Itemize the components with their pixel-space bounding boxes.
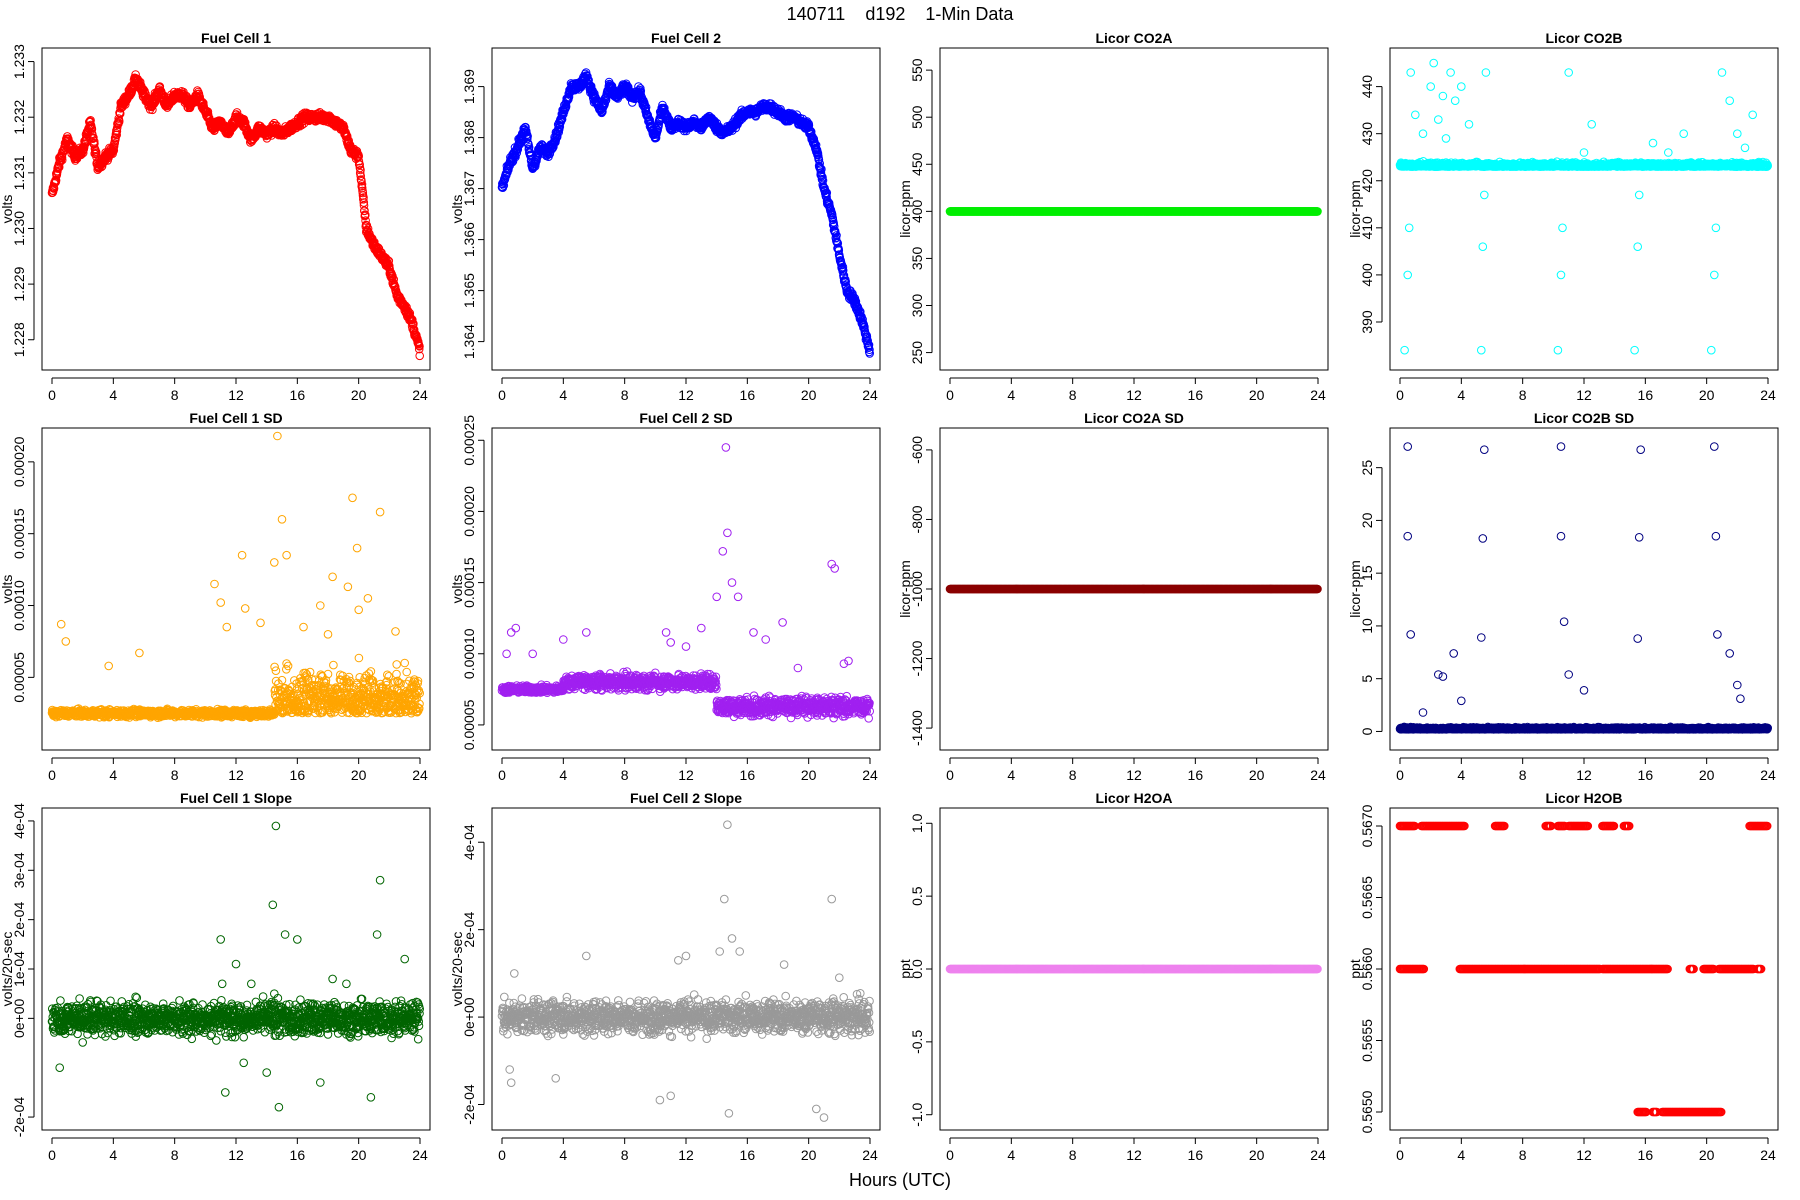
x-tick-label: 8 (621, 387, 629, 403)
plot-frame (41, 47, 431, 371)
data-series (497, 68, 875, 358)
x-tick-label: 12 (1126, 387, 1142, 403)
x-tick-label: 0 (498, 387, 506, 403)
y-tick-label: 1.233 (11, 44, 27, 79)
data-point (361, 216, 370, 225)
y-tick-label: 390 (1359, 310, 1375, 334)
x-tick-label: 12 (1576, 387, 1592, 403)
x-tick-label: 12 (228, 387, 244, 403)
x-tick-label: 8 (1069, 387, 1077, 403)
x-tick-label: 4 (109, 387, 117, 403)
data-point (339, 123, 349, 132)
y-tick-label: 1.364 (461, 324, 477, 359)
y-tick-label: 450 (909, 152, 925, 176)
data-point (81, 139, 90, 148)
y-tick-label: 1.369 (461, 69, 477, 104)
data-point (359, 201, 369, 210)
data-point (89, 133, 98, 142)
data-point (358, 188, 368, 198)
data-point (54, 162, 64, 172)
data-point (355, 168, 365, 178)
y-axis-label: licor-ppm (897, 180, 913, 238)
panel-0: Fuel Cell 1 0 4 8 12 16 20 24 1.228 1.229 1.230 1.2… (0, 30, 431, 403)
x-tick-label: 16 (1638, 387, 1654, 403)
data-point (357, 180, 367, 189)
data-point (360, 206, 369, 215)
y-tick-label: 400 (1359, 263, 1375, 287)
data-point (354, 156, 364, 166)
y-tick-label: 1.228 (11, 322, 27, 357)
data-point (109, 146, 119, 155)
x-tick-label: 4 (1457, 387, 1465, 403)
x-tick-label: 8 (171, 387, 179, 403)
y-tick-label: 1.368 (461, 120, 477, 155)
panel-title: Fuel Cell 1 (201, 30, 271, 46)
y-tick-label: 1.229 (11, 266, 27, 301)
y-axis-label: licor-ppm (1347, 180, 1363, 238)
x-tick-label: 16 (1188, 387, 1204, 403)
data-point (78, 148, 88, 158)
data-point (57, 155, 67, 165)
figure-title: 140711 d192 1-Min Data (786, 4, 1014, 24)
x-tick-label: 16 (290, 387, 306, 403)
data-point (357, 177, 366, 186)
data-point (51, 176, 61, 185)
data-series (1395, 58, 1772, 355)
y-tick-label: 1.230 (11, 211, 27, 246)
y-tick-label: 1.231 (11, 155, 27, 190)
x-tick-label: 0 (1396, 387, 1404, 403)
y-tick-label: 500 (909, 105, 925, 129)
data-point (297, 120, 307, 130)
x-tick-label: 20 (1249, 387, 1265, 403)
y-axis-label: volts (0, 195, 15, 224)
y-tick-label: 300 (909, 294, 925, 318)
y-tick-label: 430 (1359, 122, 1375, 146)
data-point (91, 148, 101, 158)
data-point (356, 165, 365, 175)
x-tick-label: 20 (801, 387, 817, 403)
data-point (355, 160, 365, 170)
y-tick-label: 1.366 (461, 222, 477, 257)
y-tick-label: 350 (909, 247, 925, 271)
x-tick-label: 16 (740, 387, 756, 403)
x-tick-label: 12 (678, 387, 694, 403)
panel-title: Licor CO2A (1095, 30, 1172, 46)
x-tick-label: 4 (559, 387, 567, 403)
plot-frame (1389, 47, 1779, 371)
y-tick-label: 250 (909, 341, 925, 365)
x-tick-label: 24 (1760, 387, 1776, 403)
x-tick-label: 4 (1007, 387, 1015, 403)
data-point (361, 210, 370, 220)
x-tick-label: 24 (862, 387, 878, 403)
data-point (68, 141, 77, 150)
y-tick-label: 440 (1359, 75, 1375, 99)
y-tick-label: 1.232 (11, 99, 27, 134)
y-axis-label: volts (449, 195, 465, 224)
x-tick-label: 8 (1519, 387, 1527, 403)
x-tick-label: 20 (351, 387, 367, 403)
data-series (47, 70, 425, 361)
x-tick-label: 24 (412, 387, 428, 403)
plot-frame (491, 47, 881, 371)
x-tick-label: 20 (1699, 387, 1715, 403)
y-tick-label: 1.365 (461, 273, 477, 308)
data-point (344, 136, 354, 145)
x-tick-label: 0 (946, 387, 954, 403)
panel-1: Fuel Cell 2 0 4 8 12 16 20 24 1.364 1.365 1.366 1.3… (449, 30, 881, 403)
panel-title: Fuel Cell 2 (651, 30, 721, 46)
data-series (945, 207, 1322, 216)
panel-title: Licor CO2B (1545, 30, 1622, 46)
data-point (87, 124, 97, 134)
x-tick-label: 24 (1310, 387, 1326, 403)
data-point (356, 171, 366, 181)
data-point (240, 118, 250, 127)
y-tick-label: 550 (909, 58, 925, 82)
x-tick-label: 0 (48, 387, 56, 403)
